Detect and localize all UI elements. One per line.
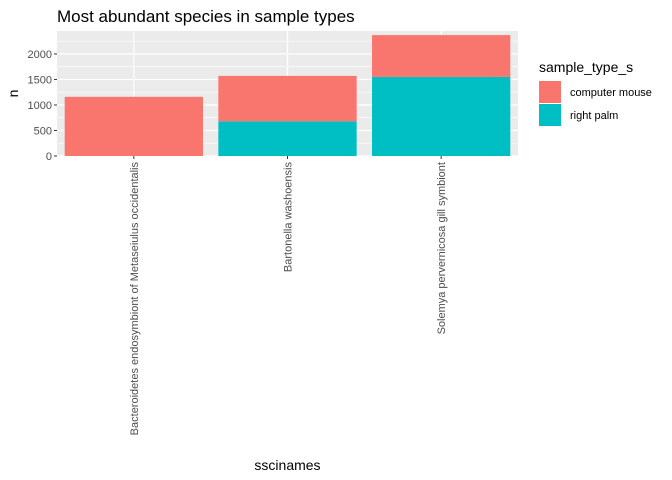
x-tick-label: Bartonella washoensis bbox=[283, 162, 295, 273]
legend-title: sample_type_s bbox=[539, 59, 633, 75]
legend-label: right palm bbox=[570, 110, 618, 122]
y-axis: 0 500 1000 1500 2000 bbox=[28, 49, 57, 163]
bar-segment bbox=[64, 96, 203, 156]
y-tick-label: 500 bbox=[34, 125, 52, 137]
bar-segment bbox=[372, 35, 511, 77]
y-tick-label: 2000 bbox=[28, 49, 52, 61]
x-tick-label: Bacteroidetes endosymbiont of Metaseiulu… bbox=[129, 162, 141, 436]
x-axis-title: sscinames bbox=[254, 457, 320, 473]
x-tick-label: Solemya pervernicosa gill symbiont bbox=[436, 162, 448, 334]
legend-swatch bbox=[539, 81, 561, 103]
bars bbox=[64, 35, 511, 156]
bar-segment bbox=[372, 76, 511, 156]
y-tick-label: 1000 bbox=[28, 100, 52, 112]
bar-segment bbox=[218, 75, 357, 122]
bar-segment bbox=[218, 121, 357, 156]
y-tick-label: 0 bbox=[46, 151, 52, 163]
x-axis: Bacteroidetes endosymbiont of Metaseiulu… bbox=[129, 156, 448, 435]
legend: sample_type_s computer mouse right palm bbox=[539, 59, 652, 126]
legend-swatch bbox=[539, 104, 561, 126]
y-tick-label: 1500 bbox=[28, 74, 52, 86]
legend-label: computer mouse bbox=[570, 87, 652, 99]
y-axis-title: n bbox=[5, 90, 21, 98]
chart-title: Most abundant species in sample types bbox=[57, 7, 355, 26]
